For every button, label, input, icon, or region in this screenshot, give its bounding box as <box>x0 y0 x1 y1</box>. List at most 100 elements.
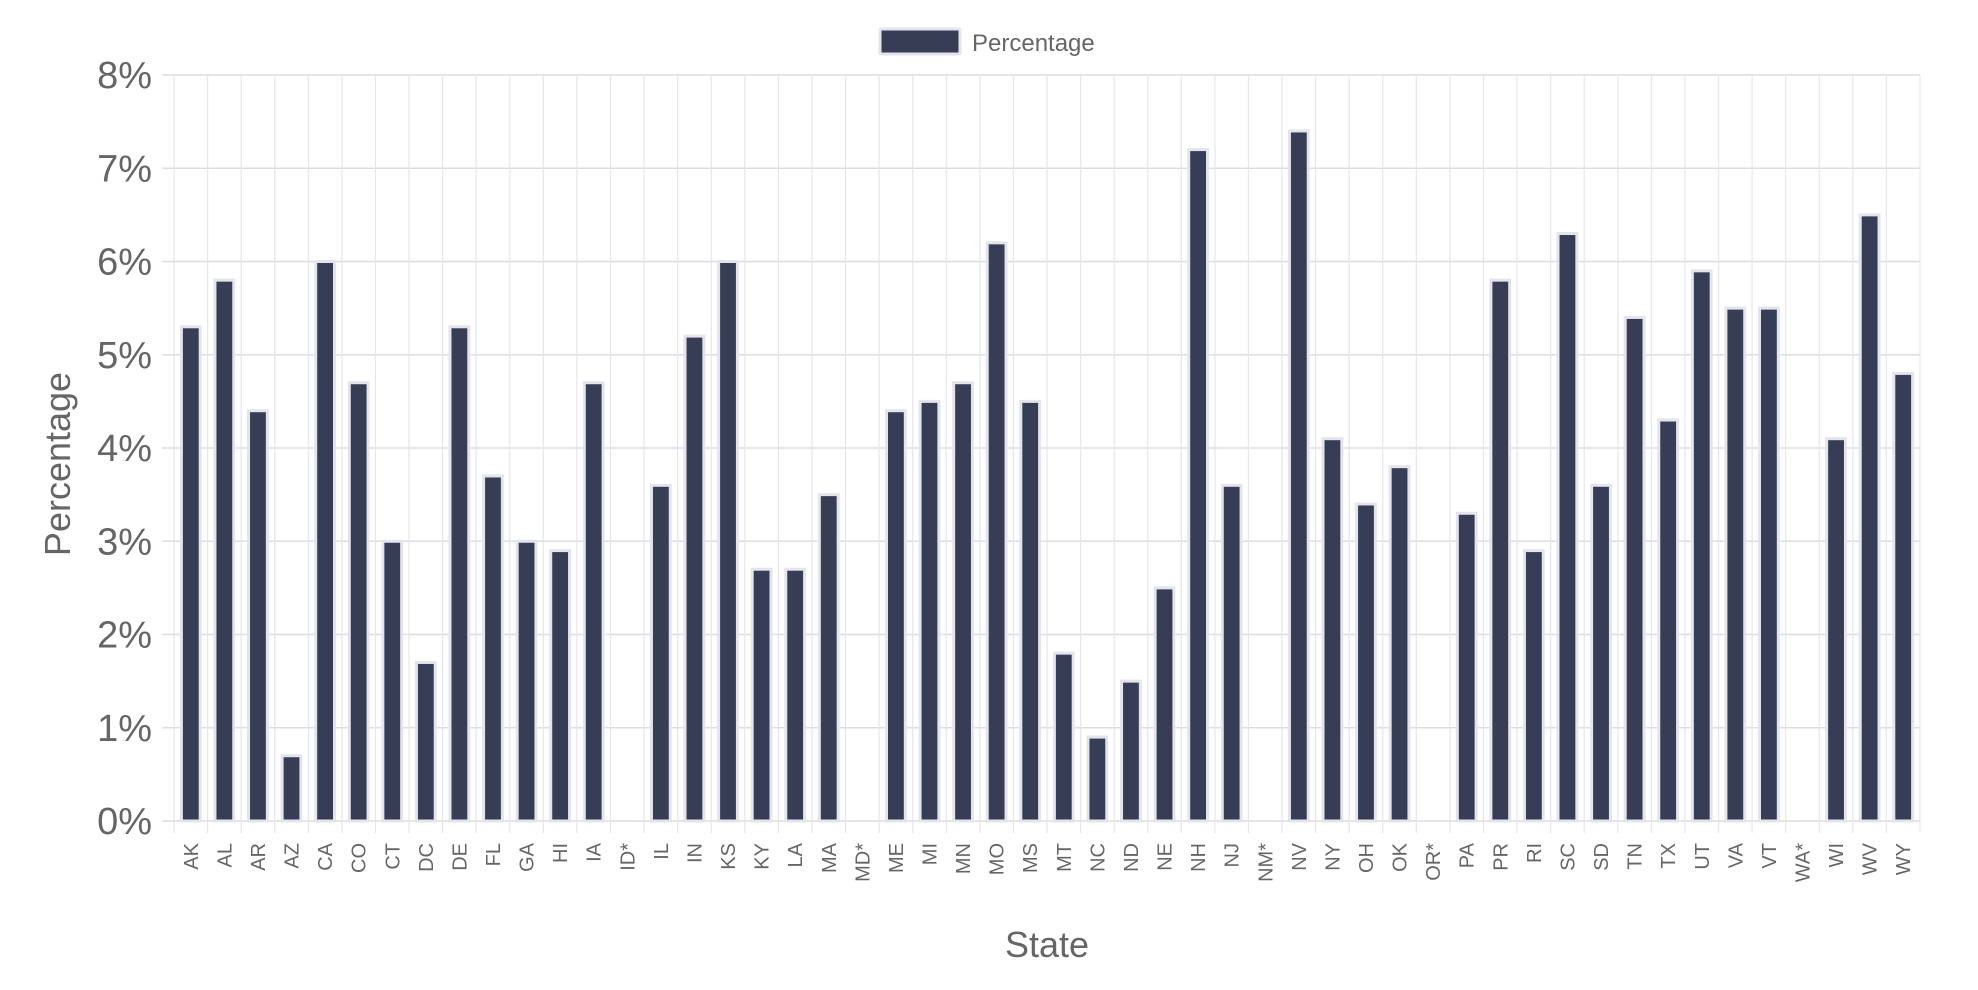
bar-nj[interactable] <box>1220 483 1243 823</box>
bar-mo[interactable] <box>985 241 1008 823</box>
bar-tx[interactable] <box>1657 418 1680 823</box>
bar-de[interactable] <box>448 325 471 823</box>
x-tick-label: AL <box>214 843 236 867</box>
y-axis-title: Percentage <box>37 372 78 556</box>
x-tick-label: MN <box>953 843 975 874</box>
bar-nc[interactable] <box>1086 735 1109 823</box>
bar-ut[interactable] <box>1690 269 1713 823</box>
x-tick-label: GA <box>517 842 539 872</box>
x-tick-label: CO <box>349 843 371 873</box>
x-tick-label: NE <box>1155 843 1177 871</box>
bar-wy[interactable] <box>1892 371 1915 823</box>
bar-pa[interactable] <box>1455 511 1478 823</box>
bar-hi[interactable] <box>549 549 572 823</box>
bar-ny[interactable] <box>1321 437 1344 823</box>
bar-al[interactable] <box>213 278 236 823</box>
x-tick-label: HI <box>550 843 572 863</box>
bar-fl[interactable] <box>482 474 504 823</box>
x-tick-label: OK <box>1390 842 1412 872</box>
y-tick-label: 7% <box>97 148 152 190</box>
bar-ar[interactable] <box>247 409 269 823</box>
bar-ct[interactable] <box>381 539 404 823</box>
x-tick-label: VA <box>1725 842 1747 868</box>
y-tick-label: 2% <box>97 615 152 657</box>
bar-ma[interactable] <box>817 493 840 823</box>
bar-sd[interactable] <box>1590 483 1612 823</box>
x-tick-label: CA <box>315 842 337 870</box>
x-tick-label: VT <box>1759 843 1781 869</box>
bar-ne[interactable] <box>1153 586 1176 823</box>
bar-nv[interactable] <box>1287 129 1310 823</box>
bar-ok[interactable] <box>1388 465 1411 823</box>
x-tick-label: IL <box>651 843 673 860</box>
x-tick-label: AK <box>181 842 203 869</box>
bar-me[interactable] <box>885 409 907 823</box>
y-tick-label: 0% <box>97 801 152 843</box>
x-tick-label: DC <box>416 843 438 872</box>
bar-la[interactable] <box>784 567 807 823</box>
x-tick-label: KY <box>752 843 774 870</box>
bar-ms[interactable] <box>1019 399 1042 823</box>
x-tick-label: RI <box>1524 843 1546 863</box>
bar-wi[interactable] <box>1825 437 1847 823</box>
legend[interactable]: Percentage <box>878 27 1095 57</box>
bar-oh[interactable] <box>1355 502 1377 823</box>
bar-az[interactable] <box>280 754 303 823</box>
bar-ks[interactable] <box>717 260 739 823</box>
bar-mi[interactable] <box>918 399 941 823</box>
x-tick-label: ID* <box>617 843 639 871</box>
bar-mn[interactable] <box>952 381 974 823</box>
x-tick-label: FL <box>483 843 505 866</box>
bar-sc[interactable] <box>1556 232 1579 823</box>
bar-pr[interactable] <box>1489 278 1512 823</box>
bar-co[interactable] <box>347 381 370 823</box>
x-tick-label: WA* <box>1792 843 1814 882</box>
x-tick-label: ME <box>886 843 908 873</box>
bars <box>179 129 1915 823</box>
bar-in[interactable] <box>683 334 706 823</box>
bar-wv[interactable] <box>1858 213 1881 823</box>
bar-ca[interactable] <box>314 260 336 823</box>
x-axis-ticks: AK AL AR AZ CA CO CT DC DE FL GA HI IA ID* IL IN KS KY LA M… <box>181 842 1915 882</box>
y-tick-label: 5% <box>97 335 152 377</box>
bar-il[interactable] <box>649 483 672 823</box>
x-tick-label: MA <box>819 842 841 873</box>
x-tick-label: ND <box>1121 843 1143 872</box>
bar-va[interactable] <box>1724 306 1747 823</box>
y-tick-label: 1% <box>97 708 152 750</box>
bar-ia[interactable] <box>582 381 605 823</box>
bar-ri[interactable] <box>1522 549 1545 823</box>
bar-vt[interactable] <box>1758 306 1780 823</box>
x-tick-label: WY <box>1893 843 1915 875</box>
x-tick-label: WV <box>1860 842 1882 875</box>
x-tick-label: IA <box>584 842 606 862</box>
x-tick-label: OR* <box>1423 843 1445 881</box>
x-tick-label: SC <box>1557 843 1579 871</box>
bar-mt[interactable] <box>1052 651 1075 823</box>
legend-swatch[interactable] <box>878 27 962 56</box>
bar-nh[interactable] <box>1187 148 1209 823</box>
x-tick-label: NV <box>1289 842 1311 870</box>
x-tick-label: DE <box>449 843 471 871</box>
x-tick-label: AR <box>248 843 270 871</box>
x-tick-label: MO <box>987 843 1009 875</box>
x-tick-label: WI <box>1826 843 1848 867</box>
x-tick-label: NJ <box>1222 843 1244 867</box>
x-tick-label: TX <box>1658 843 1680 869</box>
x-tick-label: NM* <box>1255 843 1277 882</box>
x-tick-label: TN <box>1625 843 1647 870</box>
bar-tn[interactable] <box>1623 315 1646 823</box>
bar-ky[interactable] <box>750 567 773 823</box>
x-tick-label: LA <box>785 842 807 867</box>
bar-dc[interactable] <box>414 660 437 823</box>
x-tick-label: MD* <box>852 843 874 882</box>
bar-ga[interactable] <box>515 539 538 823</box>
x-tick-label: MS <box>1020 843 1042 873</box>
x-tick-label: CT <box>382 843 404 870</box>
y-axis-ticks: 0% 1% 2% 3% 4% 5% 6% 7% 8% <box>97 55 152 843</box>
bar-ak[interactable] <box>179 325 202 823</box>
y-tick-label: 6% <box>97 242 152 284</box>
bar-nd[interactable] <box>1120 679 1142 823</box>
legend-label[interactable]: Percentage <box>972 30 1095 57</box>
